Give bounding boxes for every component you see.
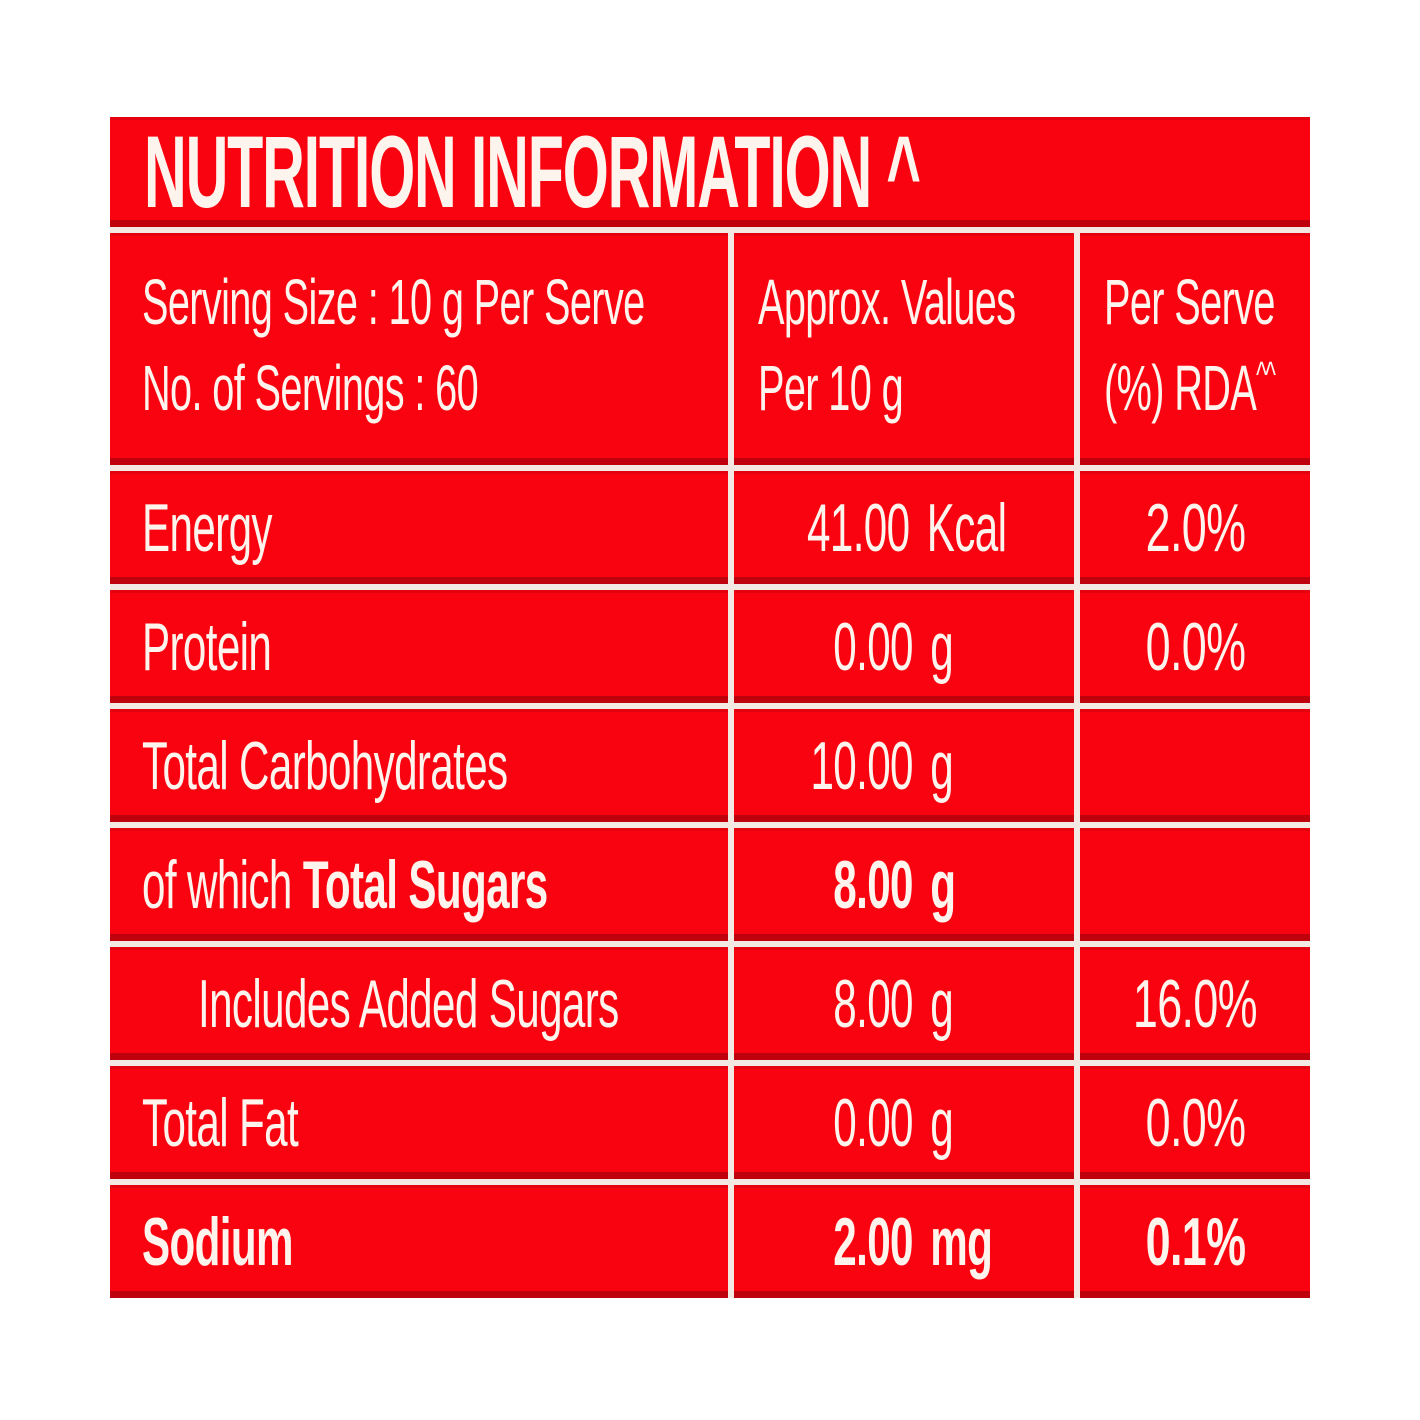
row-fat-label-cell: Total Fat [110,1066,728,1179]
rda-text: (%) RDA^^ [1104,352,1276,424]
row-total-carbohydrates: Total Carbohydrates 10.00 g [110,709,1310,822]
row-protein-label-cell: Protein [110,590,728,703]
row-unit: g [929,965,953,1042]
row-total-sugars: of which Total Sugars 8.00 g [110,828,1310,941]
row-unit: Kcal [927,489,1007,566]
row-value: 2.00 [832,1203,913,1280]
rda-superscript: ^^ [1256,353,1276,395]
row-added-sugars-value-cell: 8.00 g [734,947,1074,1060]
serving-info-cell: Serving Size : 10 g Per Serve No. of Ser… [110,233,728,465]
row-sugars-label-cell: of which Total Sugars [110,828,728,941]
row-label: Energy [142,489,272,566]
row-label: Protein [142,608,272,685]
row-label: Total Carbohydrates [142,727,508,804]
row-fat-rda-cell: 0.0% [1080,1066,1310,1179]
row-label: Includes Added Sugars [198,965,619,1042]
nutrition-title-bar: NUTRITION INFORMATION ^ [110,115,1310,229]
row-value: 8.00 [832,965,913,1042]
row-label: Total Sugars [302,846,548,923]
row-carbs-value-cell: 10.00 g [734,709,1074,822]
row-unit: mg [929,1203,993,1280]
row-sugars-rda-cell [1080,828,1310,941]
row-unit: g [929,608,953,685]
row-unit: g [929,727,953,804]
row-energy: Energy 41.00 Kcal 2.0% [110,471,1310,584]
row-value: 0.00 [832,608,913,685]
per-10g-text: Per 10 g [758,352,904,424]
row-fat-value-cell: 0.00 g [734,1066,1074,1179]
servings-count-text: No. of Servings : 60 [142,352,479,424]
row-carbs-label-cell: Total Carbohydrates [110,709,728,822]
row-added-sugars: Includes Added Sugars 8.00 g 16.0% [110,947,1310,1060]
row-label-prefix: of which [142,846,292,923]
table-header-row: Serving Size : 10 g Per Serve No. of Ser… [110,233,1310,465]
row-value: 10.00 [809,727,913,804]
nutrition-title: NUTRITION INFORMATION ^ [144,114,921,229]
row-sugars-value-cell: 8.00 g [734,828,1074,941]
row-unit: g [929,1084,953,1161]
approx-values-text: Approx. Values [758,266,1016,338]
row-label: Total Fat [142,1084,299,1161]
row-sodium-value-cell: 2.00 mg [734,1185,1074,1298]
row-value: 0.00 [832,1084,913,1161]
row-added-sugars-rda-cell: 16.0% [1080,947,1310,1060]
row-protein-rda-cell: 0.0% [1080,590,1310,703]
row-energy-value-cell: 41.00 Kcal [734,471,1074,584]
row-label: Sodium [142,1203,293,1280]
row-sodium-label-cell: Sodium [110,1185,728,1298]
row-rda: 16.0% [1133,965,1258,1042]
row-energy-rda-cell: 2.0% [1080,471,1310,584]
row-total-fat: Total Fat 0.00 g 0.0% [110,1066,1310,1179]
per-serve-text: Per Serve [1104,266,1275,338]
nutrition-label: NUTRITION INFORMATION ^ Serving Size : 1… [110,115,1310,1298]
approx-values-header-cell: Approx. Values Per 10 g [734,233,1074,465]
row-protein: Protein 0.00 g 0.0% [110,590,1310,703]
row-rda: 0.1% [1145,1203,1245,1280]
row-rda: 0.0% [1145,1084,1245,1161]
row-sodium: Sodium 2.00 mg 0.1% [110,1185,1310,1298]
row-value: 8.00 [832,846,913,923]
row-sodium-rda-cell: 0.1% [1080,1185,1310,1298]
row-rda: 0.0% [1145,608,1245,685]
row-added-sugars-label-cell: Includes Added Sugars [110,947,728,1060]
row-value: 41.00 [807,489,910,566]
row-energy-label-cell: Energy [110,471,728,584]
row-protein-value-cell: 0.00 g [734,590,1074,703]
serving-size-text: Serving Size : 10 g Per Serve [142,266,645,338]
row-rda: 2.0% [1145,489,1245,566]
row-unit: g [929,846,956,923]
rda-header-cell: Per Serve (%) RDA^^ [1080,233,1310,465]
row-carbs-rda-cell [1080,709,1310,822]
